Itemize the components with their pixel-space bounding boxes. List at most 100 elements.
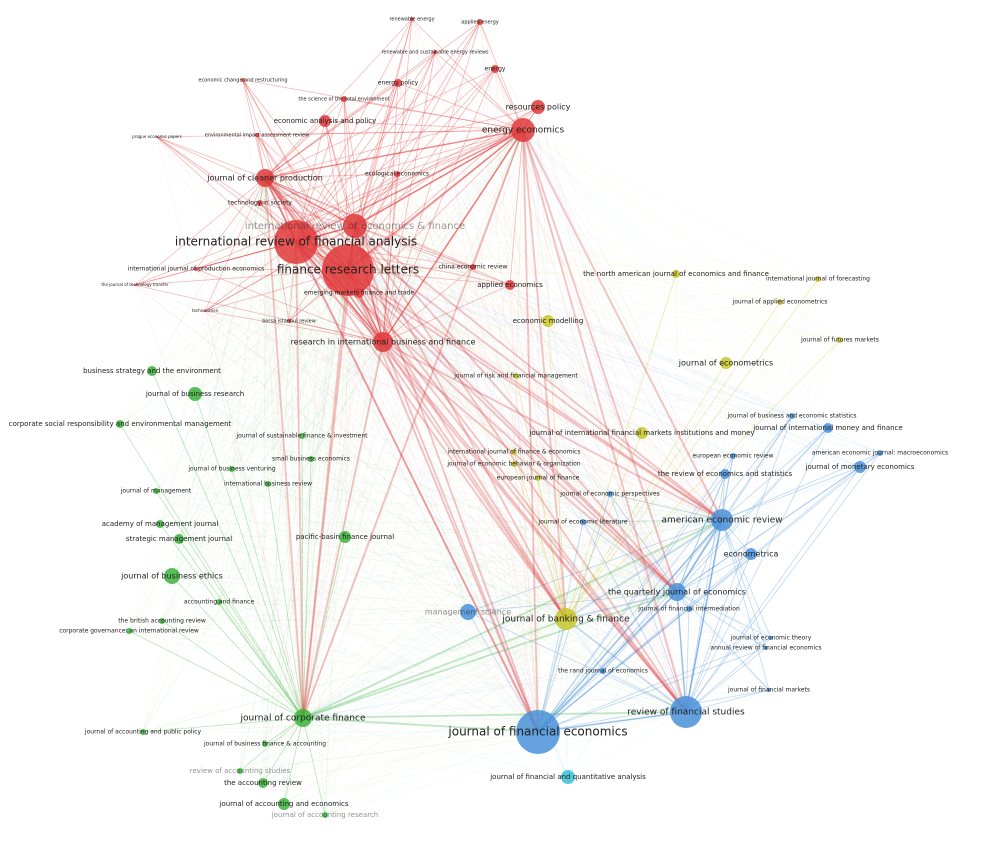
edge (565, 362, 727, 620)
edge (262, 129, 524, 784)
edge (156, 129, 524, 138)
edge (302, 463, 515, 719)
edge (347, 269, 567, 620)
edge (347, 269, 687, 713)
edge (302, 477, 539, 719)
edge (171, 241, 297, 577)
node (670, 696, 702, 728)
edge (354, 225, 643, 434)
edge (676, 591, 687, 713)
edge (264, 177, 549, 322)
edge (382, 18, 413, 343)
edge (159, 225, 356, 525)
edge (264, 731, 539, 745)
node (854, 461, 866, 473)
node (174, 534, 184, 544)
edge (676, 339, 841, 593)
edge (347, 129, 524, 271)
edge (721, 519, 767, 649)
edge (194, 341, 384, 395)
edge (194, 269, 349, 395)
edge (264, 82, 399, 179)
edge (156, 136, 356, 227)
labels: renewable energy applied energy renewable … (9, 17, 948, 820)
edge (382, 341, 687, 713)
edge (302, 591, 678, 719)
edge (347, 68, 496, 271)
node (511, 461, 517, 467)
edge (354, 225, 734, 457)
edge (685, 637, 772, 713)
node (237, 768, 243, 774)
edge (231, 269, 349, 470)
edge (218, 591, 678, 603)
node-label: journal of banking & finance (501, 615, 630, 625)
edge (641, 432, 687, 713)
edge (295, 241, 690, 610)
edge (195, 268, 723, 521)
edge (344, 519, 723, 538)
edge (522, 129, 549, 322)
node (343, 214, 367, 238)
edge (721, 427, 829, 521)
edge (354, 225, 678, 593)
node (505, 280, 515, 290)
edge (302, 519, 723, 719)
edge (195, 129, 524, 270)
edge (295, 241, 539, 733)
edge (302, 521, 584, 719)
edge (119, 225, 356, 425)
edge (347, 269, 841, 341)
edge (565, 432, 643, 620)
edge (515, 375, 567, 620)
edge (347, 269, 569, 778)
edge (239, 731, 539, 772)
edge (218, 519, 723, 603)
edge (295, 241, 772, 639)
edge (267, 483, 567, 620)
edge (721, 519, 770, 691)
node-label: journal of business research (145, 390, 244, 398)
node (561, 770, 575, 784)
edge (171, 225, 356, 577)
edge (302, 339, 841, 719)
edge (302, 618, 567, 719)
edge (609, 493, 687, 713)
edge (537, 415, 793, 733)
edge (128, 618, 567, 632)
edge (354, 225, 687, 713)
node-label: energy (485, 66, 506, 73)
node-label: journal of international money and finan… (752, 424, 902, 432)
edge (354, 225, 781, 303)
edge (302, 717, 326, 816)
edge (302, 292, 360, 719)
node (555, 608, 577, 630)
edge (537, 637, 772, 733)
edge (685, 415, 793, 713)
edge (347, 269, 723, 521)
edge (156, 136, 687, 713)
edge (161, 618, 567, 622)
node-label: journal of accounting and economics (218, 800, 348, 808)
edge (267, 341, 384, 485)
node (153, 488, 159, 494)
edge (295, 241, 567, 620)
edge (537, 466, 861, 733)
edge (382, 341, 567, 620)
edge (522, 129, 539, 733)
edge (283, 618, 567, 805)
edge (256, 134, 567, 620)
node-label: journal of accounting and public policy (84, 729, 202, 736)
edge (547, 320, 687, 713)
edge (347, 269, 881, 454)
edge (567, 519, 723, 778)
edge (676, 278, 819, 593)
edge (194, 393, 539, 733)
edge (513, 463, 678, 593)
edge (565, 618, 687, 713)
edge (676, 427, 829, 593)
edge (151, 225, 356, 372)
edge (128, 630, 304, 719)
edge (382, 341, 678, 593)
node (341, 96, 347, 102)
